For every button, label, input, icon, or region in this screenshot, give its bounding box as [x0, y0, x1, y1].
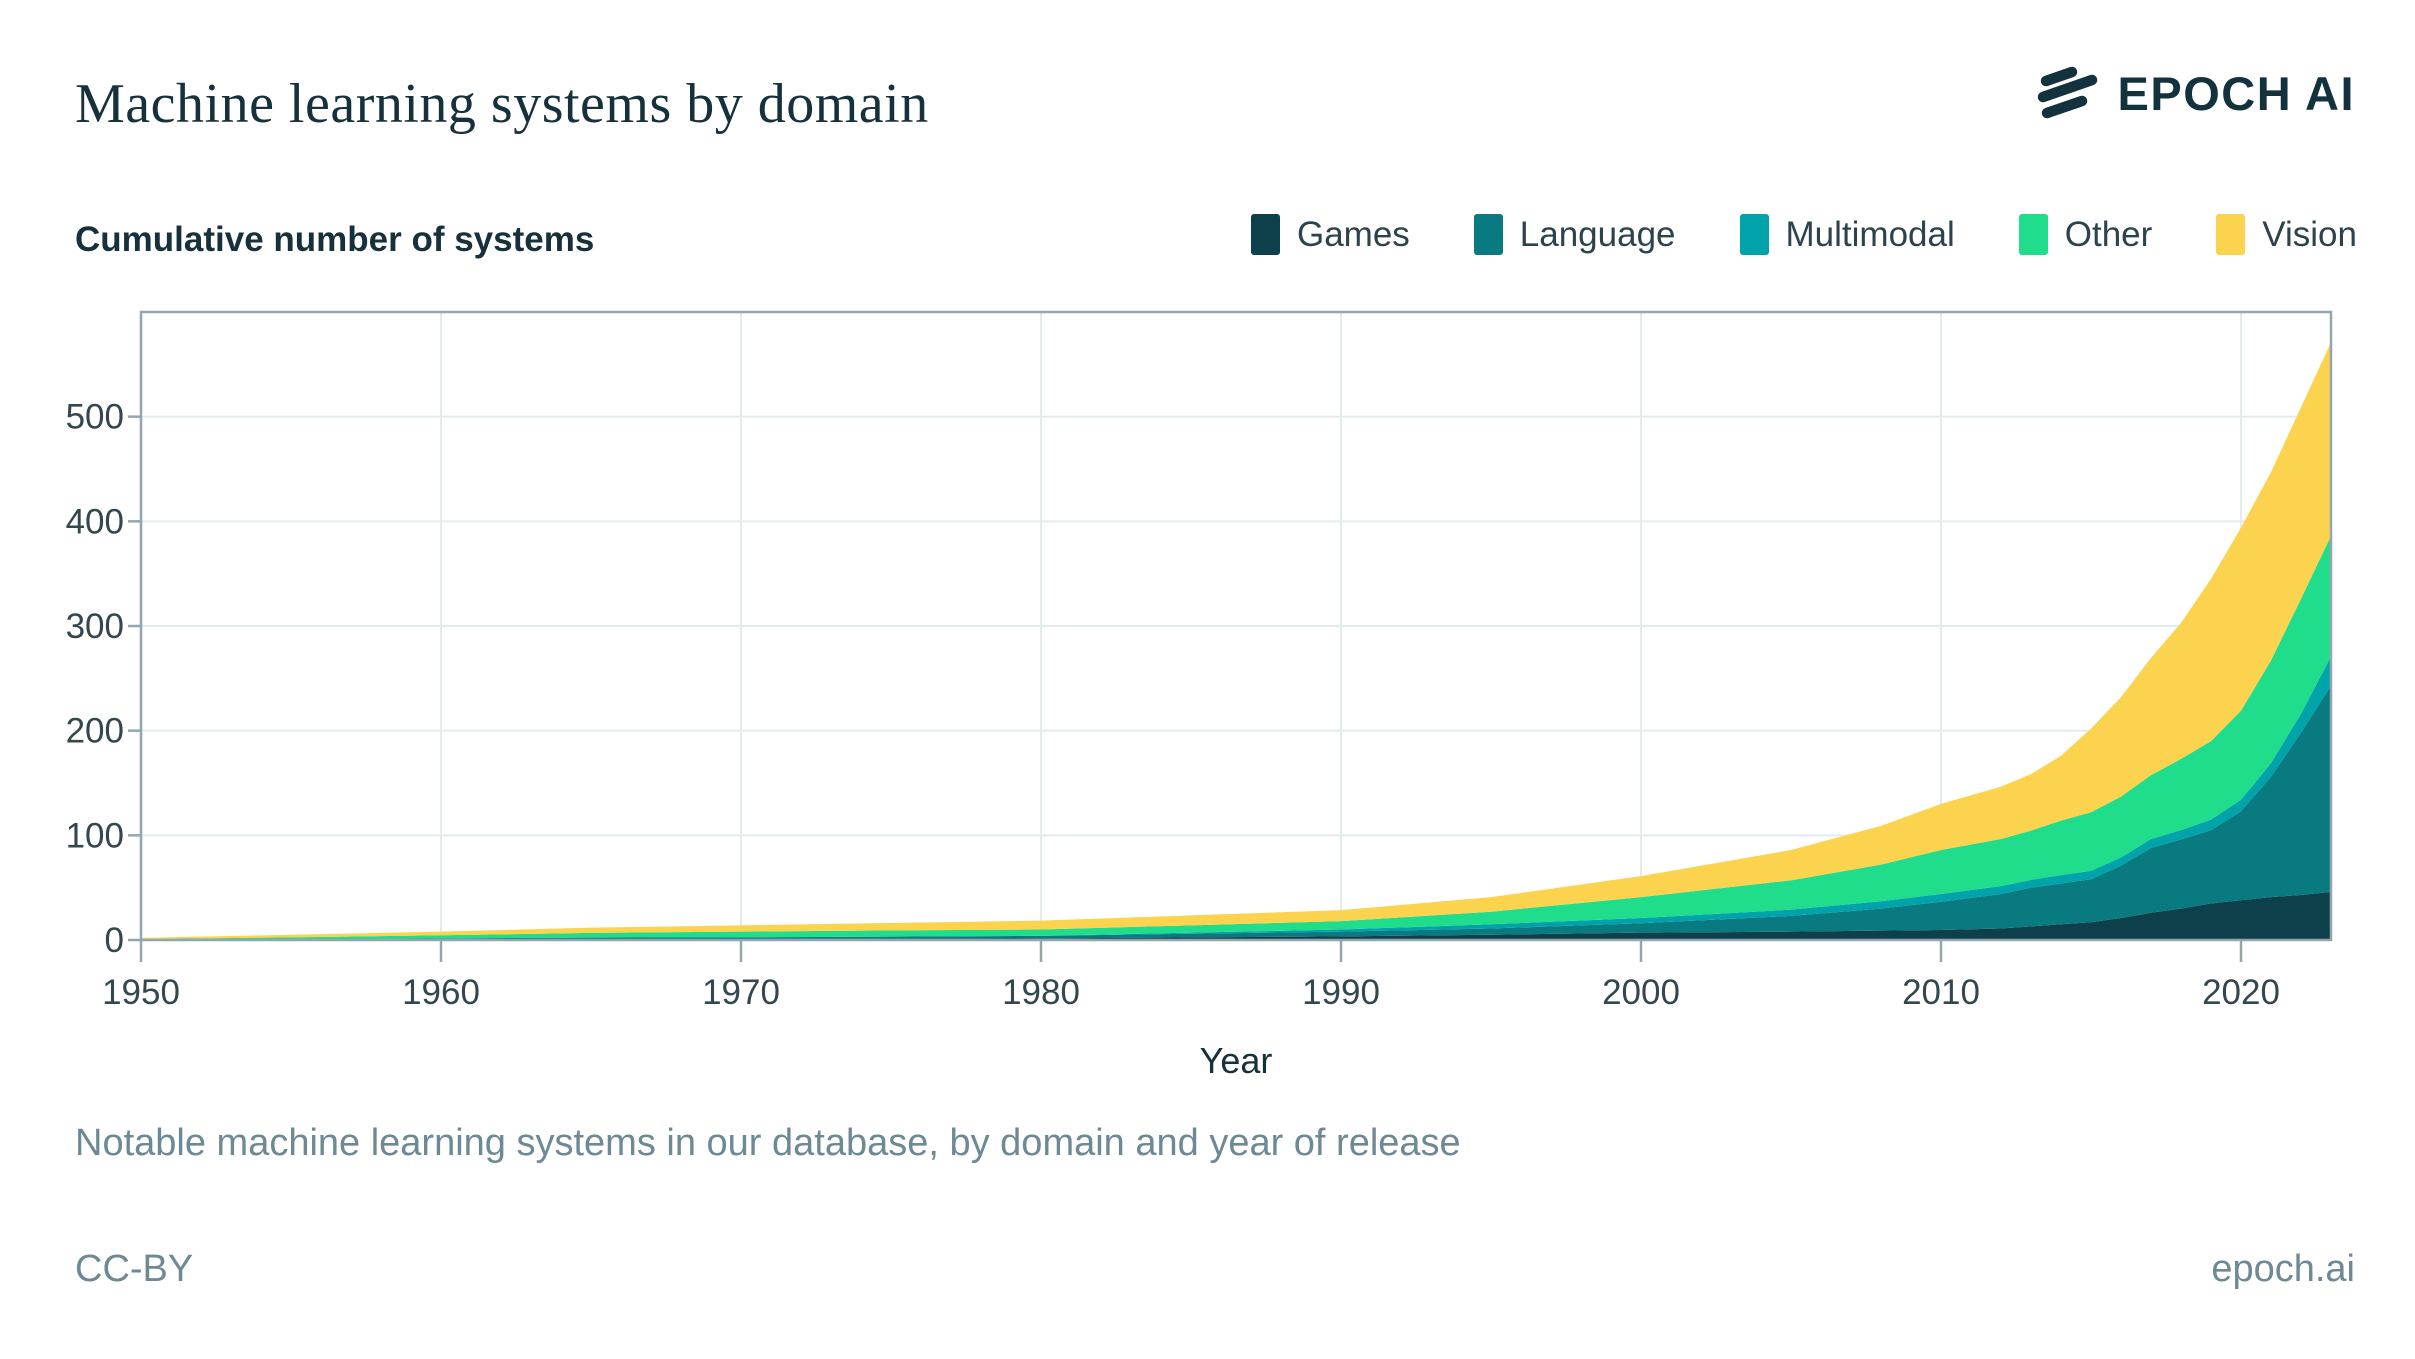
- axis-labels: 1950 1960 1970 1980 1990 2000 2010 2020 0 100 200 3…: [66, 398, 2280, 1012]
- chart-legend: Games Language Multimodal Other Vision: [1250, 214, 2357, 255]
- legend-label: Language: [1519, 214, 1676, 254]
- y-tick-label: 500: [66, 398, 124, 437]
- legend-item-multimodal: Multimodal: [1739, 214, 1955, 255]
- vision-swatch: [2216, 214, 2246, 255]
- legend-item-games: Games: [1250, 214, 1410, 255]
- legend-label: Vision: [2262, 214, 2357, 254]
- y-tick-label: 200: [66, 712, 124, 751]
- y-tick-label: 100: [66, 816, 124, 855]
- legend-label: Other: [2064, 214, 2153, 254]
- license-text: CC-BY: [75, 1248, 194, 1290]
- legend-label: Games: [1296, 214, 1410, 254]
- x-tick-label: 1950: [102, 973, 180, 1012]
- axis-ticks: [128, 415, 2243, 962]
- chart-caption: Notable machine learning systems in our …: [75, 1122, 1461, 1164]
- x-tick-label: 1980: [1002, 973, 1080, 1012]
- y-tick-label: 400: [66, 502, 124, 541]
- y-axis-title: Cumulative number of systems: [75, 220, 595, 259]
- x-axis-title: Year: [1199, 1040, 1273, 1081]
- site-link: epoch.ai: [2211, 1248, 2355, 1290]
- multimodal-swatch: [1739, 214, 1769, 255]
- legend-item-other: Other: [2018, 214, 2153, 255]
- x-tick-label: 2000: [1602, 973, 1680, 1012]
- area-games: [141, 891, 2331, 940]
- x-tick-label: 1990: [1302, 973, 1380, 1012]
- games-swatch: [1250, 214, 1280, 255]
- area-language: [141, 685, 2331, 940]
- legend-item-vision: Vision: [2216, 214, 2357, 255]
- area-other: [141, 535, 2331, 940]
- legend-label: Multimodal: [1785, 214, 1955, 254]
- other-swatch: [2018, 214, 2048, 255]
- language-swatch: [1473, 214, 1503, 255]
- epoch-ai-logo: EPOCH AI: [2034, 64, 2355, 122]
- y-tick-label: 0: [105, 921, 124, 960]
- y-tick-label: 300: [66, 607, 124, 646]
- epoch-logo-text: EPOCH AI: [2117, 66, 2355, 120]
- area-series: [141, 342, 2331, 940]
- x-tick-label: 1970: [702, 973, 780, 1012]
- epoch-logo-icon: [2037, 66, 2097, 119]
- page-title: Machine learning systems by domain: [75, 73, 929, 135]
- legend-item-language: Language: [1473, 214, 1676, 255]
- x-tick-label: 2020: [2202, 973, 2280, 1012]
- x-tick-label: 1960: [402, 973, 480, 1012]
- x-tick-label: 2010: [1902, 973, 1980, 1012]
